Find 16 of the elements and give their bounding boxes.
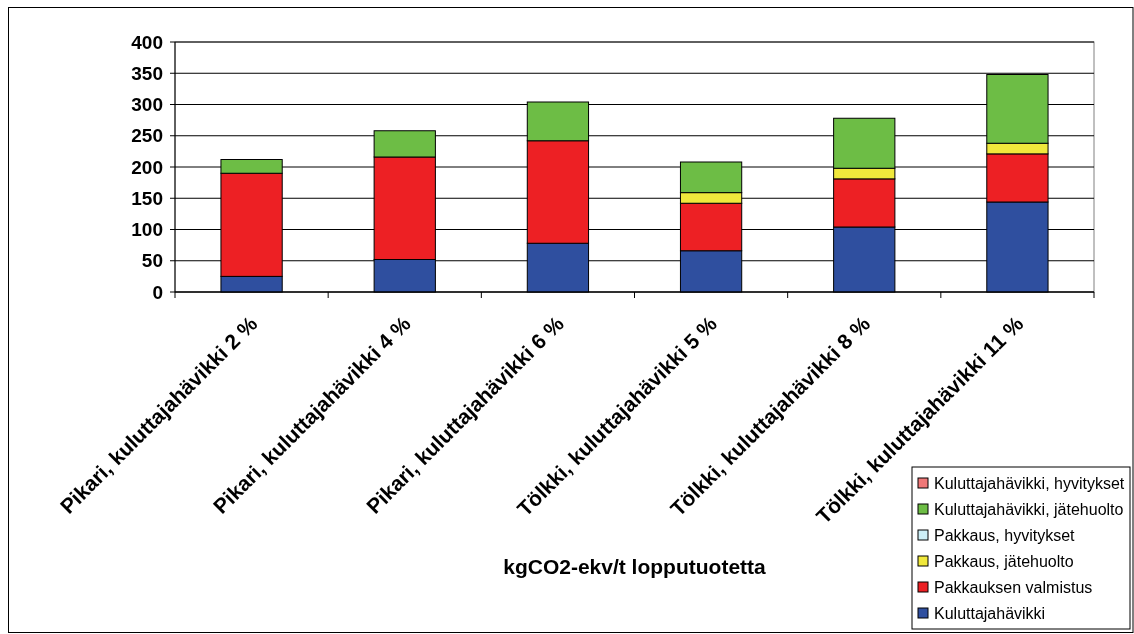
legend-label: Pakkauksen valmistus <box>934 578 1093 596</box>
y-tick-label: 300 <box>131 94 163 116</box>
legend-label: Kuluttajahävikki <box>934 604 1046 622</box>
legend-label: Pakkaus, jätehuolto <box>934 552 1074 570</box>
x-axis-title: kgCO2-ekv/t lopputuotetta <box>503 555 767 578</box>
legend-label: Kuluttajahävikki, hyvitykset <box>934 474 1125 492</box>
y-tick-label: 400 <box>131 31 163 53</box>
y-tick-label: 150 <box>131 187 163 209</box>
legend-label: Kuluttajahävikki, jätehuolto <box>934 500 1124 518</box>
y-tick-label: 350 <box>131 62 163 84</box>
y-tick-label: 200 <box>131 156 163 178</box>
y-tick-label: 100 <box>131 219 163 241</box>
y-tick-label: 0 <box>152 281 163 303</box>
y-tick-label: 50 <box>141 250 163 272</box>
legend-label: Pakkaus, hyvitykset <box>934 526 1076 544</box>
y-tick-label: 250 <box>131 125 163 147</box>
